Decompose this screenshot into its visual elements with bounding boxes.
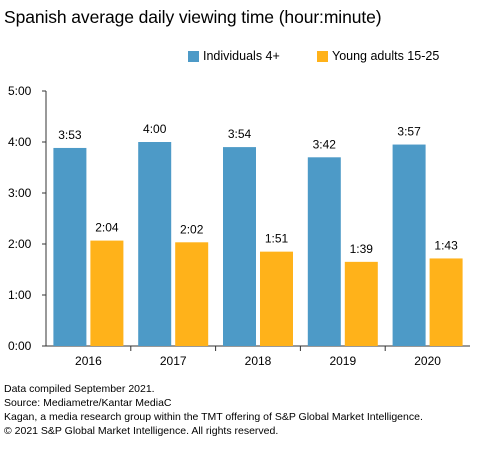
data-label: 3:54 [228,127,252,141]
legend-label-young-adults: Young adults 15-25 [332,49,440,63]
data-label: 4:00 [143,122,167,136]
y-tick-label: 3:00 [8,186,32,200]
legend-label-individuals: Individuals 4+ [203,49,280,63]
legend-swatch-young-adults [317,50,328,62]
legend-item-young-adults: Young adults 15-25 [317,49,439,63]
footer-date-note: Data compiled September 2021. [4,383,155,395]
y-tick-label: 5:00 [8,84,32,98]
bar-chart: 0:00 1:00 2:00 3:00 4:00 5:00 2016 3:53 2:04 2017… [8,84,470,368]
x-tick-label: 2020 [414,354,441,368]
x-tick-label: 2019 [329,354,356,368]
bar-young-adults [90,240,124,346]
x-tick-label: 2018 [245,354,272,368]
data-label: 3:57 [397,125,421,139]
data-label: 3:42 [313,137,337,151]
bar-individuals [223,147,256,346]
y-tick-label: 1:00 [8,288,32,302]
bar-young-adults [260,251,293,346]
legend-swatch-individuals [188,50,199,62]
y-tick-label: 2:00 [8,237,32,251]
x-tick-label: 2016 [75,354,102,368]
bar-young-adults [344,261,378,346]
footer-copyright: © 2021 S&P Global Market Intelligence. A… [4,425,279,437]
y-tick-label: 0:00 [8,339,32,353]
data-label: 1:51 [265,232,289,246]
bar-individuals [392,144,426,346]
data-label: 2:04 [95,221,119,235]
chart-legend: Individuals 4+ Young adults 15-25 [0,49,490,67]
data-label: 2:02 [180,222,204,236]
footer-source: Source: Mediametre/Kantar MediaC [4,397,172,409]
bar-young-adults [175,242,209,346]
x-tick-label: 2017 [160,354,187,368]
legend-item-individuals: Individuals 4+ [188,49,280,63]
chart-footer: Data compiled September 2021. Source: Me… [4,382,423,438]
chart-title: Spanish average daily viewing time (hour… [4,7,382,27]
footer-attribution: Kagan, a media research group within the… [4,411,423,423]
data-label: 1:39 [350,242,374,256]
bar-individuals [307,157,341,346]
y-tick-label: 4:00 [8,135,32,149]
bar-young-adults [429,258,463,346]
bar-individuals [53,147,87,346]
data-label: 3:53 [58,128,82,142]
data-label: 1:43 [434,238,458,252]
bar-individuals [138,142,172,346]
